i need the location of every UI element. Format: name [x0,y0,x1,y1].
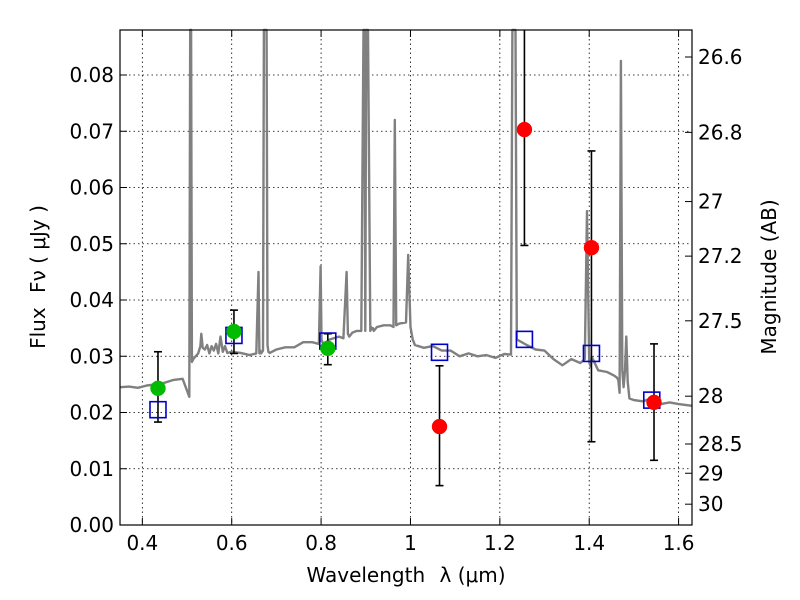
y2-tick-label: 28 [698,384,723,408]
x-axis-label: Wavelength λ (μm) [306,563,505,587]
markers-layer [149,121,662,435]
y2-tick-label: 26.6 [698,45,743,69]
spectrum-line [119,28,693,407]
x-tick-label: 0.6 [216,531,248,555]
grid-lines [120,30,692,525]
y2-tick-label: 29 [698,461,723,485]
y-tick-label: 0.03 [69,344,114,368]
y-tick-label: 0.06 [69,176,114,200]
y2-tick-label: 26.8 [698,120,743,144]
non-detection-point [516,121,533,138]
detection-point [150,380,166,397]
y-axis-label: Flux Fν ( μJy ) [26,205,50,349]
y-tick-label: 0.07 [69,119,114,143]
plot-frame [119,29,693,526]
non-detection-point [646,394,662,411]
spectrum-layer [119,28,693,407]
y-tick-label: 0.01 [69,457,114,481]
y2-tick-label: 27.5 [698,309,743,333]
model-band-square [515,330,534,349]
non-detection-point [431,418,448,435]
non-detection-point [583,239,600,256]
y-tick-label: 0.05 [69,232,114,256]
y2-axis-label: Magnitude (AB) [757,199,781,354]
x-tick-label: 1.4 [573,531,605,555]
ticks-layer: 0.4 0.6 0.8 1 1.2 1.4 1.6 0.00 0.01 0.02 0.03 0.04 0… [69,30,743,555]
y-tick-label: 0.02 [69,401,114,425]
y-tick-label: 0.04 [69,288,114,312]
x-tick-label: 1 [404,531,417,555]
x-tick-label: 0.4 [126,531,158,555]
error-bars-layer [153,30,659,487]
y2-tick-label: 27 [698,190,723,214]
x-tick-label: 1.2 [484,531,516,555]
model-band-square [430,343,449,362]
y2-tick-label: 28.5 [698,432,743,456]
model-band-square [582,344,601,363]
detection-point [320,340,336,357]
x-tick-label: 0.8 [305,531,337,555]
y-tick-label: 0.08 [69,63,114,87]
x-tick-label: 1.6 [663,531,695,555]
detection-point [226,323,242,340]
y2-tick-label: 27.2 [698,244,743,268]
y-tick-label: 0.00 [69,513,114,537]
y2-tick-label: 30 [698,492,723,516]
model-band-square [149,400,167,419]
